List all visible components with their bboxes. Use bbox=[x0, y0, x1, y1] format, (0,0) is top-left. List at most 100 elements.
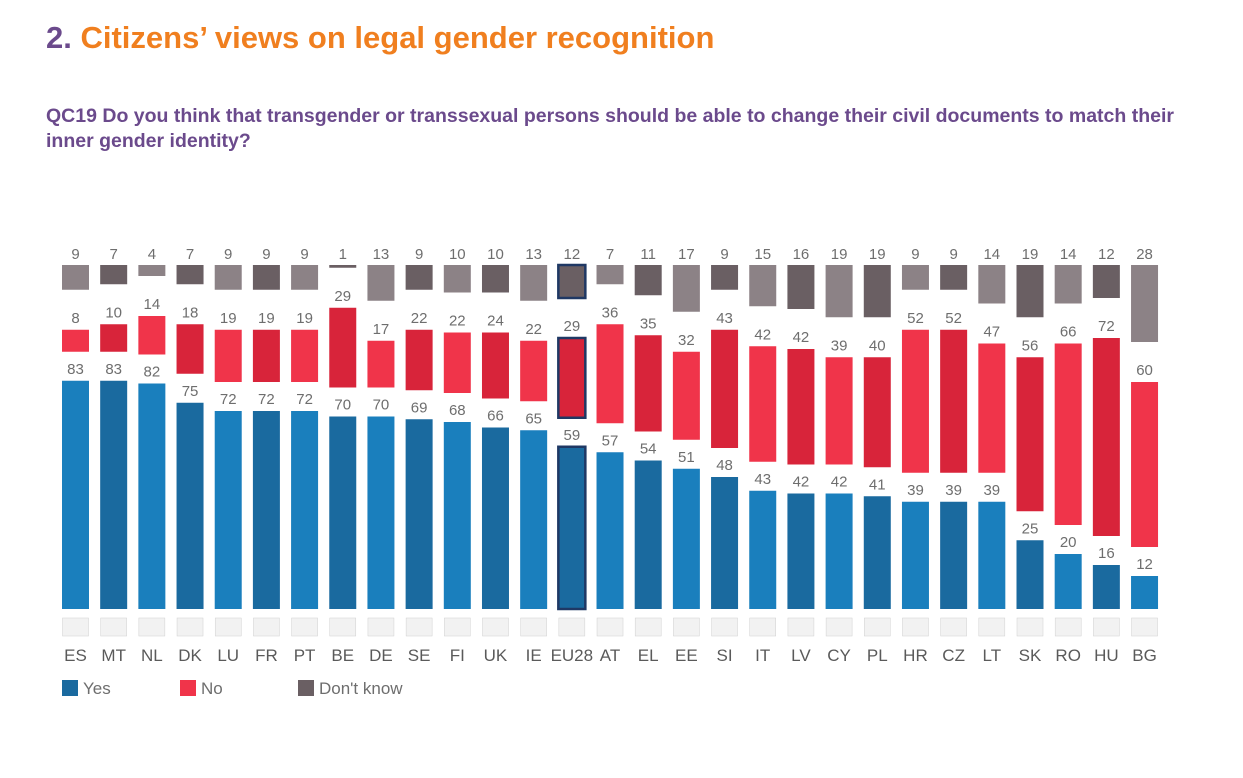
label-no-si: 43 bbox=[716, 310, 733, 327]
flag-background bbox=[100, 617, 127, 637]
bar-dontknow-ee bbox=[672, 265, 700, 312]
label-dontknow-ro: 14 bbox=[1060, 246, 1077, 263]
country-code-se: SE bbox=[408, 646, 431, 665]
bar-no-dk bbox=[176, 324, 204, 374]
bar-dontknow-bg bbox=[1131, 265, 1159, 342]
country-code-hu: HU bbox=[1094, 646, 1119, 665]
bar-no-el bbox=[634, 335, 662, 432]
label-dontknow-cy: 19 bbox=[831, 246, 848, 263]
label-yes-lt: 39 bbox=[983, 482, 1000, 499]
bar-no-pl bbox=[863, 357, 891, 468]
flag-background bbox=[520, 617, 547, 637]
label-no-lv: 42 bbox=[793, 329, 810, 346]
netherlands-flag-icon bbox=[138, 617, 166, 637]
label-yes-ee: 51 bbox=[678, 449, 695, 466]
flag-background bbox=[558, 617, 586, 637]
bar-yes-uk bbox=[481, 427, 509, 609]
bar-dontknow-be bbox=[329, 265, 357, 268]
bar-yes-nl bbox=[138, 383, 166, 609]
label-no-be: 29 bbox=[334, 288, 351, 305]
label-yes-eu28: 59 bbox=[563, 427, 580, 444]
label-yes-fi: 68 bbox=[449, 402, 466, 419]
legend-swatch-2 bbox=[298, 680, 314, 696]
label-dontknow-nl: 4 bbox=[148, 246, 156, 263]
flag-background bbox=[787, 617, 815, 637]
country-code-ee: EE bbox=[675, 646, 698, 665]
flag-background bbox=[482, 617, 509, 637]
bar-dontknow-ro bbox=[1054, 265, 1082, 304]
eu-flag-icon bbox=[558, 617, 586, 637]
label-yes-si: 48 bbox=[716, 457, 733, 474]
portugal-flag-icon bbox=[291, 617, 318, 637]
country-code-it: IT bbox=[755, 646, 770, 665]
bar-yes-mt bbox=[100, 380, 128, 609]
label-dontknow-pl: 19 bbox=[869, 246, 886, 263]
label-dontknow-pt: 9 bbox=[300, 246, 308, 263]
label-dontknow-it: 15 bbox=[754, 246, 771, 263]
label-dontknow-lv: 16 bbox=[793, 246, 810, 263]
bar-no-lu bbox=[214, 329, 242, 382]
country-code-pl: PL bbox=[867, 646, 888, 665]
bar-dontknow-lu bbox=[214, 265, 242, 290]
label-no-bg: 60 bbox=[1136, 362, 1153, 379]
greece-flag-icon bbox=[634, 617, 662, 637]
label-yes-pt: 72 bbox=[296, 391, 313, 408]
bar-yes-se bbox=[405, 419, 433, 609]
flag-background bbox=[711, 617, 738, 637]
country-code-pt: PT bbox=[294, 646, 316, 665]
flag-background bbox=[1054, 617, 1082, 637]
flag-background bbox=[1131, 617, 1158, 637]
country-code-hr: HR bbox=[903, 646, 928, 665]
label-yes-se: 69 bbox=[411, 399, 428, 416]
bar-yes-ie bbox=[520, 430, 548, 609]
label-yes-cy: 42 bbox=[831, 474, 848, 491]
label-dontknow-cz: 9 bbox=[949, 246, 957, 263]
bar-yes-be bbox=[329, 416, 357, 609]
bar-no-nl bbox=[138, 316, 166, 355]
bar-no-ee bbox=[672, 351, 700, 440]
survey-question: QC19 Do you think that transgender or tr… bbox=[46, 105, 1174, 152]
bar-yes-de bbox=[367, 416, 395, 609]
country-code-ie: IE bbox=[526, 646, 542, 665]
label-dontknow-dk: 7 bbox=[186, 246, 194, 263]
flag-background bbox=[978, 617, 1006, 637]
bar-yes-si bbox=[711, 477, 739, 609]
bar-yes-hr bbox=[901, 501, 929, 609]
flag-background bbox=[825, 617, 853, 637]
bar-dontknow-fi bbox=[443, 265, 471, 293]
croatia-flag-icon bbox=[902, 617, 929, 637]
bar-yes-at bbox=[596, 452, 624, 609]
bar-dontknow-dk bbox=[176, 265, 204, 285]
bar-yes-ro bbox=[1054, 554, 1082, 609]
bar-no-cz bbox=[940, 329, 968, 473]
country-code-nl: NL bbox=[141, 646, 163, 665]
label-yes-de: 70 bbox=[373, 397, 390, 414]
legend-swatch-1 bbox=[180, 680, 196, 696]
label-dontknow-se: 9 bbox=[415, 246, 423, 263]
label-yes-nl: 82 bbox=[144, 364, 161, 381]
sweden-flag-icon bbox=[405, 617, 433, 637]
label-yes-cz: 39 bbox=[945, 482, 962, 499]
bar-yes-it bbox=[749, 490, 777, 609]
bar-dontknow-si bbox=[711, 265, 739, 290]
country-code-be: BE bbox=[331, 646, 354, 665]
label-yes-el: 54 bbox=[640, 441, 657, 458]
austria-flag-icon bbox=[596, 617, 624, 637]
bar-dontknow-fr bbox=[252, 265, 280, 290]
label-dontknow-el: 11 bbox=[640, 246, 656, 263]
label-yes-be: 70 bbox=[334, 397, 351, 414]
label-dontknow-ie: 13 bbox=[525, 246, 542, 263]
section-heading: 2. Citizens’ views on legal gender recog… bbox=[46, 18, 714, 58]
label-dontknow-at: 7 bbox=[606, 246, 614, 263]
poland-flag-icon bbox=[864, 617, 891, 637]
bar-yes-fi bbox=[443, 422, 471, 609]
label-no-dk: 18 bbox=[182, 304, 199, 321]
flag-background bbox=[253, 617, 280, 637]
label-no-nl: 14 bbox=[144, 296, 161, 313]
label-no-sk: 56 bbox=[1022, 337, 1039, 354]
bar-yes-hu bbox=[1092, 565, 1120, 609]
flag-background bbox=[444, 617, 471, 637]
bar-dontknow-mt bbox=[100, 265, 128, 285]
bar-yes-lv bbox=[787, 493, 815, 609]
ireland-flag-icon bbox=[520, 617, 547, 637]
